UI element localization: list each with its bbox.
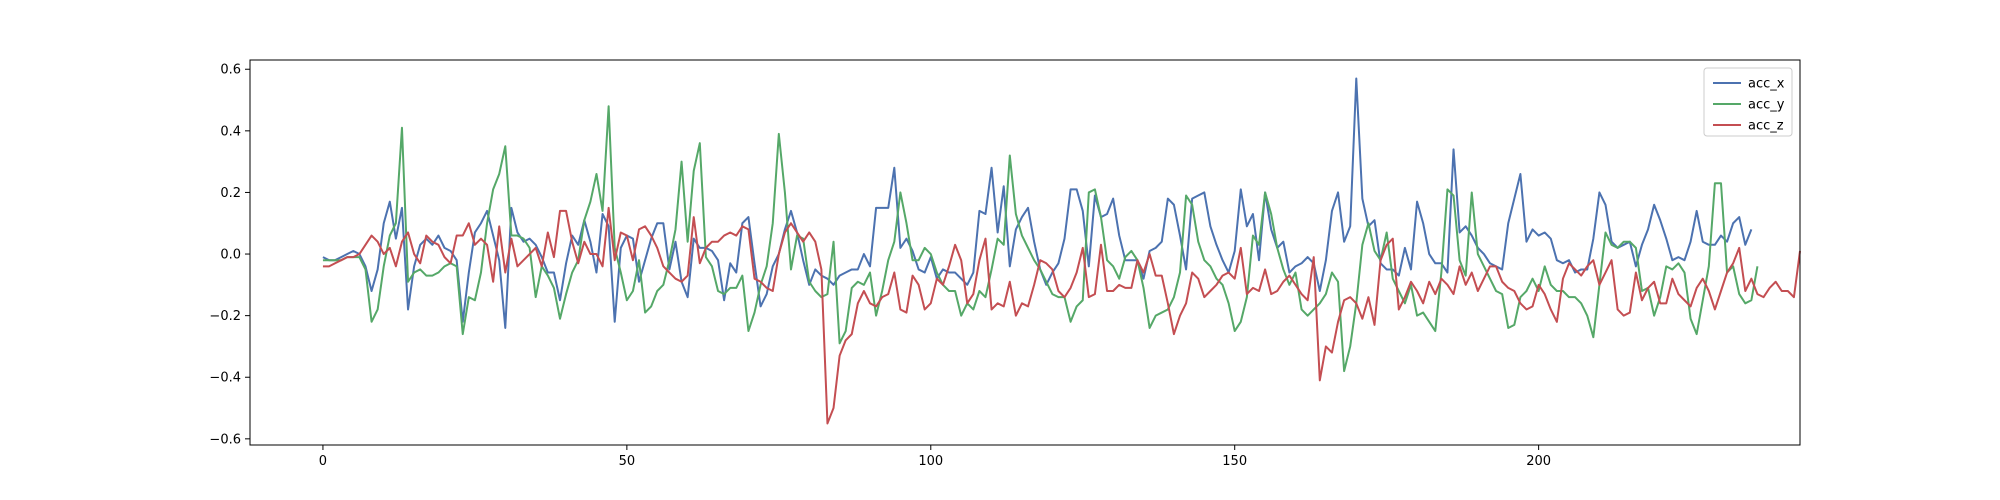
legend-box xyxy=(1703,67,1793,137)
legend-label: acc_z xyxy=(1748,119,1784,134)
series-line-acc_z xyxy=(322,206,1801,425)
legend-label: acc_y xyxy=(1748,98,1785,113)
y-tick-label: 0.4 xyxy=(220,124,241,139)
x-tick-label: 0 xyxy=(319,454,327,469)
y-tick-label: −0.6 xyxy=(209,432,241,447)
y-tick-label: 0.6 xyxy=(220,63,241,78)
axes-frame xyxy=(249,59,1801,446)
y-axis-ticks: −0.6 −0.4 −0.2 0.0 0.2 0.4 0.6 xyxy=(209,63,250,447)
x-tick-label: 200 xyxy=(1526,454,1551,469)
x-tick-label: 50 xyxy=(619,454,636,469)
x-axis-ticks: 0 50 100 150 200 xyxy=(319,445,1551,469)
legend: acc_x acc_y acc_z xyxy=(1703,67,1793,137)
y-tick-label: 0.2 xyxy=(220,186,241,201)
x-tick-label: 150 xyxy=(1222,454,1247,469)
legend-label: acc_x xyxy=(1748,77,1785,92)
y-tick-label: −0.2 xyxy=(209,309,241,324)
y-tick-label: −0.4 xyxy=(209,371,241,386)
y-tick-label: 0.0 xyxy=(220,248,241,263)
series-line-acc_y xyxy=(322,105,1759,373)
series-line-acc_x xyxy=(322,77,1753,329)
x-tick-label: 100 xyxy=(918,454,943,469)
series-lines xyxy=(322,77,1801,425)
